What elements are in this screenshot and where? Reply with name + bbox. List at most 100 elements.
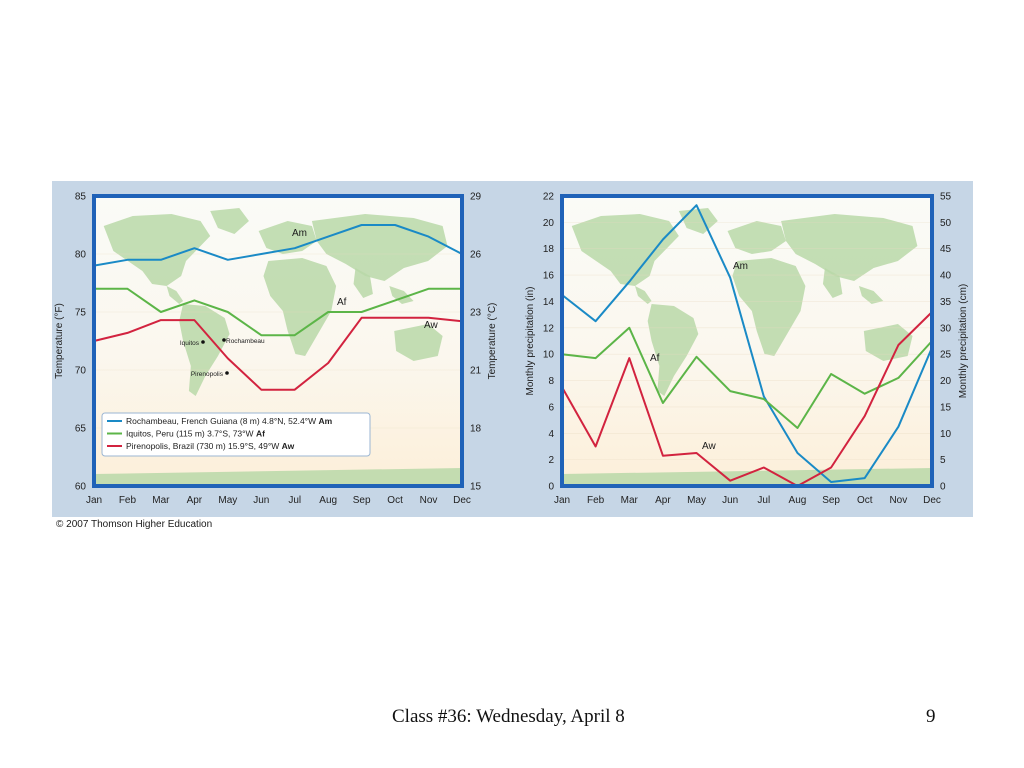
copyright-notice: © 2007 Thomson Higher Education <box>56 519 213 530</box>
y-tick-label: 0 <box>548 482 554 493</box>
x-tick-label: Mar <box>621 495 639 506</box>
y-axis-title: Temperature (°F) <box>54 303 65 379</box>
y-tick-label: 75 <box>75 308 87 319</box>
precipitation-chart: Am Af Aw 0 2 4 6 8 10 12 14 16 18 20 22 0 5 10 15 20 25 30 35… <box>525 192 969 507</box>
y-right-tick-label: 20 <box>940 376 952 387</box>
x-tick-label: Aug <box>789 495 807 506</box>
y-right-tick-label: 21 <box>470 366 482 377</box>
series-line-am <box>93 224 463 267</box>
x-tick-label: Jun <box>253 495 269 506</box>
map-site-label: Rochambeau <box>226 338 265 345</box>
x-tick-label: Jul <box>288 495 301 506</box>
series-tag-af: Af <box>650 353 660 364</box>
plot-frame <box>92 194 464 488</box>
y-right-tick-label: 45 <box>940 244 952 255</box>
y-right-tick-label: 30 <box>940 323 952 334</box>
y-right-tick-label: 15 <box>470 482 482 493</box>
y-right-tick-label: 26 <box>470 250 482 261</box>
x-tick-label: Feb <box>587 495 605 506</box>
y-tick-label: 22 <box>543 192 555 203</box>
x-tick-label: Apr <box>187 495 203 506</box>
map-site-label: Pirenopolis <box>191 371 224 378</box>
series-tag-af: Af <box>337 297 347 308</box>
legend: Rochambeau, French Guiana (8 m) 4.8°N, 5… <box>101 412 371 457</box>
map-site-dot <box>225 371 229 375</box>
y-tick-label: 85 <box>75 192 87 203</box>
x-tick-label: Aug <box>319 495 337 506</box>
series-tag-am: Am <box>733 261 748 272</box>
series-tag-aw: Aw <box>702 441 716 452</box>
grid-lines <box>562 222 932 460</box>
series-line-af <box>94 287 462 337</box>
climate-figure: Iquitos Rochambeau Pirenopolis Am Af Aw Roch… <box>52 181 973 517</box>
y-tick-label: 18 <box>543 244 555 255</box>
x-tick-label: Dec <box>453 495 471 506</box>
y-tick-label: 80 <box>75 250 87 261</box>
y-right-tick-label: 29 <box>470 192 482 203</box>
y-tick-label: 14 <box>543 297 555 308</box>
x-tick-label: May <box>687 495 706 506</box>
x-tick-label: Nov <box>889 495 907 506</box>
x-tick-label: Jul <box>757 495 770 506</box>
axes: 60 65 70 75 80 85 15 18 21 23 26 29 Jan Feb Mar Apr May J… <box>54 192 498 507</box>
y-tick-label: 60 <box>75 482 87 493</box>
y-right-axis-title: Monthly precipitation (cm) <box>958 284 969 398</box>
y-axis-title: Monthly precipitation (in) <box>525 287 536 396</box>
y-right-tick-label: 15 <box>940 402 952 413</box>
legend-entry-af: Iquitos, Peru (115 m) 3.7°S, 73°W Af <box>126 429 265 439</box>
series-tag-am: Am <box>292 228 307 239</box>
x-tick-label: Dec <box>923 495 941 506</box>
y-tick-label: 8 <box>548 376 554 387</box>
axes: 0 2 4 6 8 10 12 14 16 18 20 22 0 5 10 15 20 25 30 35 40 45 50 5… <box>525 192 969 507</box>
plot-frame <box>560 194 934 488</box>
y-tick-label: 70 <box>75 366 87 377</box>
map-site-labels: Iquitos Rochambeau Pirenopolis <box>180 338 265 378</box>
y-tick-label: 12 <box>543 323 555 334</box>
x-tick-label: Feb <box>119 495 137 506</box>
map-site-dot <box>201 340 205 344</box>
map-site-label: Iquitos <box>180 340 200 347</box>
slide-footer-title: Class #36: Wednesday, April 8 <box>392 706 625 727</box>
y-tick-label: 4 <box>548 429 554 440</box>
y-right-tick-label: 5 <box>940 455 946 466</box>
y-right-tick-label: 18 <box>470 424 482 435</box>
x-tick-label: Nov <box>420 495 438 506</box>
y-right-tick-label: 10 <box>940 429 952 440</box>
legend-box <box>101 412 371 457</box>
series-tag-aw: Aw <box>424 320 438 331</box>
y-right-tick-label: 50 <box>940 218 952 229</box>
x-tick-label: Sep <box>822 495 840 506</box>
series-tags: Am Af Aw <box>292 228 438 331</box>
y-tick-label: 2 <box>548 455 554 466</box>
series-tags: Am Af Aw <box>650 261 748 452</box>
y-tick-label: 20 <box>543 218 555 229</box>
x-tick-label: Sep <box>353 495 371 506</box>
y-tick-label: 65 <box>75 424 87 435</box>
y-tick-label: 10 <box>543 350 555 361</box>
slide-page-number: 9 <box>926 706 936 727</box>
y-right-axis-title: Temperature (°C) <box>487 303 498 380</box>
x-tick-label: Jan <box>86 495 102 506</box>
series-lines <box>93 224 463 391</box>
x-tick-label: Jun <box>722 495 738 506</box>
x-tick-label: Jan <box>554 495 570 506</box>
x-tick-label: Oct <box>387 495 403 506</box>
y-right-tick-label: 25 <box>940 350 952 361</box>
y-right-tick-label: 35 <box>940 297 952 308</box>
y-tick-label: 6 <box>548 402 554 413</box>
x-tick-label: Mar <box>152 495 170 506</box>
y-right-tick-label: 23 <box>470 308 482 319</box>
map-site-dot <box>222 338 226 342</box>
x-tick-label: May <box>218 495 237 506</box>
y-right-tick-label: 40 <box>940 271 952 282</box>
x-tick-label: Apr <box>655 495 671 506</box>
series-lines <box>561 204 933 487</box>
series-line-aw <box>93 316 463 391</box>
y-right-tick-label: 0 <box>940 482 946 493</box>
y-tick-label: 16 <box>543 271 555 282</box>
x-tick-label: Oct <box>857 495 873 506</box>
legend-entry-am: Rochambeau, French Guiana (8 m) 4.8°N, 5… <box>126 416 333 426</box>
series-line-af <box>561 326 933 429</box>
series-line-aw <box>561 311 933 487</box>
world-map-background <box>562 208 932 486</box>
